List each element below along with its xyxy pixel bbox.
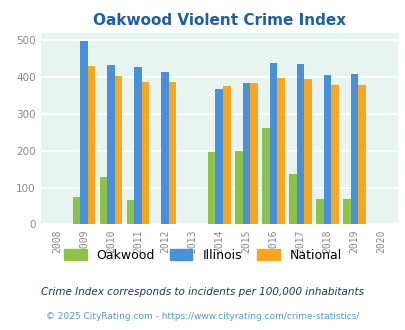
Bar: [161, 72, 168, 224]
Bar: [342, 199, 350, 224]
Bar: [207, 152, 215, 224]
Text: © 2025 CityRating.com - https://www.cityrating.com/crime-statistics/: © 2025 CityRating.com - https://www.city…: [46, 312, 359, 321]
Bar: [168, 82, 176, 224]
Bar: [315, 199, 323, 224]
Bar: [249, 83, 257, 224]
Bar: [80, 41, 87, 224]
Bar: [234, 151, 242, 224]
Text: Crime Index corresponds to incidents per 100,000 inhabitants: Crime Index corresponds to incidents per…: [41, 287, 364, 297]
Bar: [87, 66, 95, 224]
Bar: [134, 67, 141, 224]
Bar: [115, 76, 122, 224]
Title: Oakwood Violent Crime Index: Oakwood Violent Crime Index: [92, 13, 345, 28]
Bar: [296, 64, 303, 224]
Bar: [261, 128, 269, 224]
Bar: [107, 65, 115, 224]
Bar: [288, 174, 296, 224]
Bar: [72, 197, 80, 224]
Bar: [99, 177, 107, 224]
Bar: [215, 88, 222, 224]
Bar: [350, 74, 358, 224]
Bar: [242, 83, 249, 224]
Bar: [323, 75, 330, 224]
Bar: [222, 86, 230, 224]
Bar: [269, 63, 277, 224]
Bar: [330, 84, 338, 224]
Legend: Oakwood, Illinois, National: Oakwood, Illinois, National: [59, 244, 346, 267]
Bar: [141, 82, 149, 224]
Bar: [126, 200, 134, 224]
Bar: [303, 80, 311, 224]
Bar: [277, 78, 284, 224]
Bar: [358, 84, 365, 224]
